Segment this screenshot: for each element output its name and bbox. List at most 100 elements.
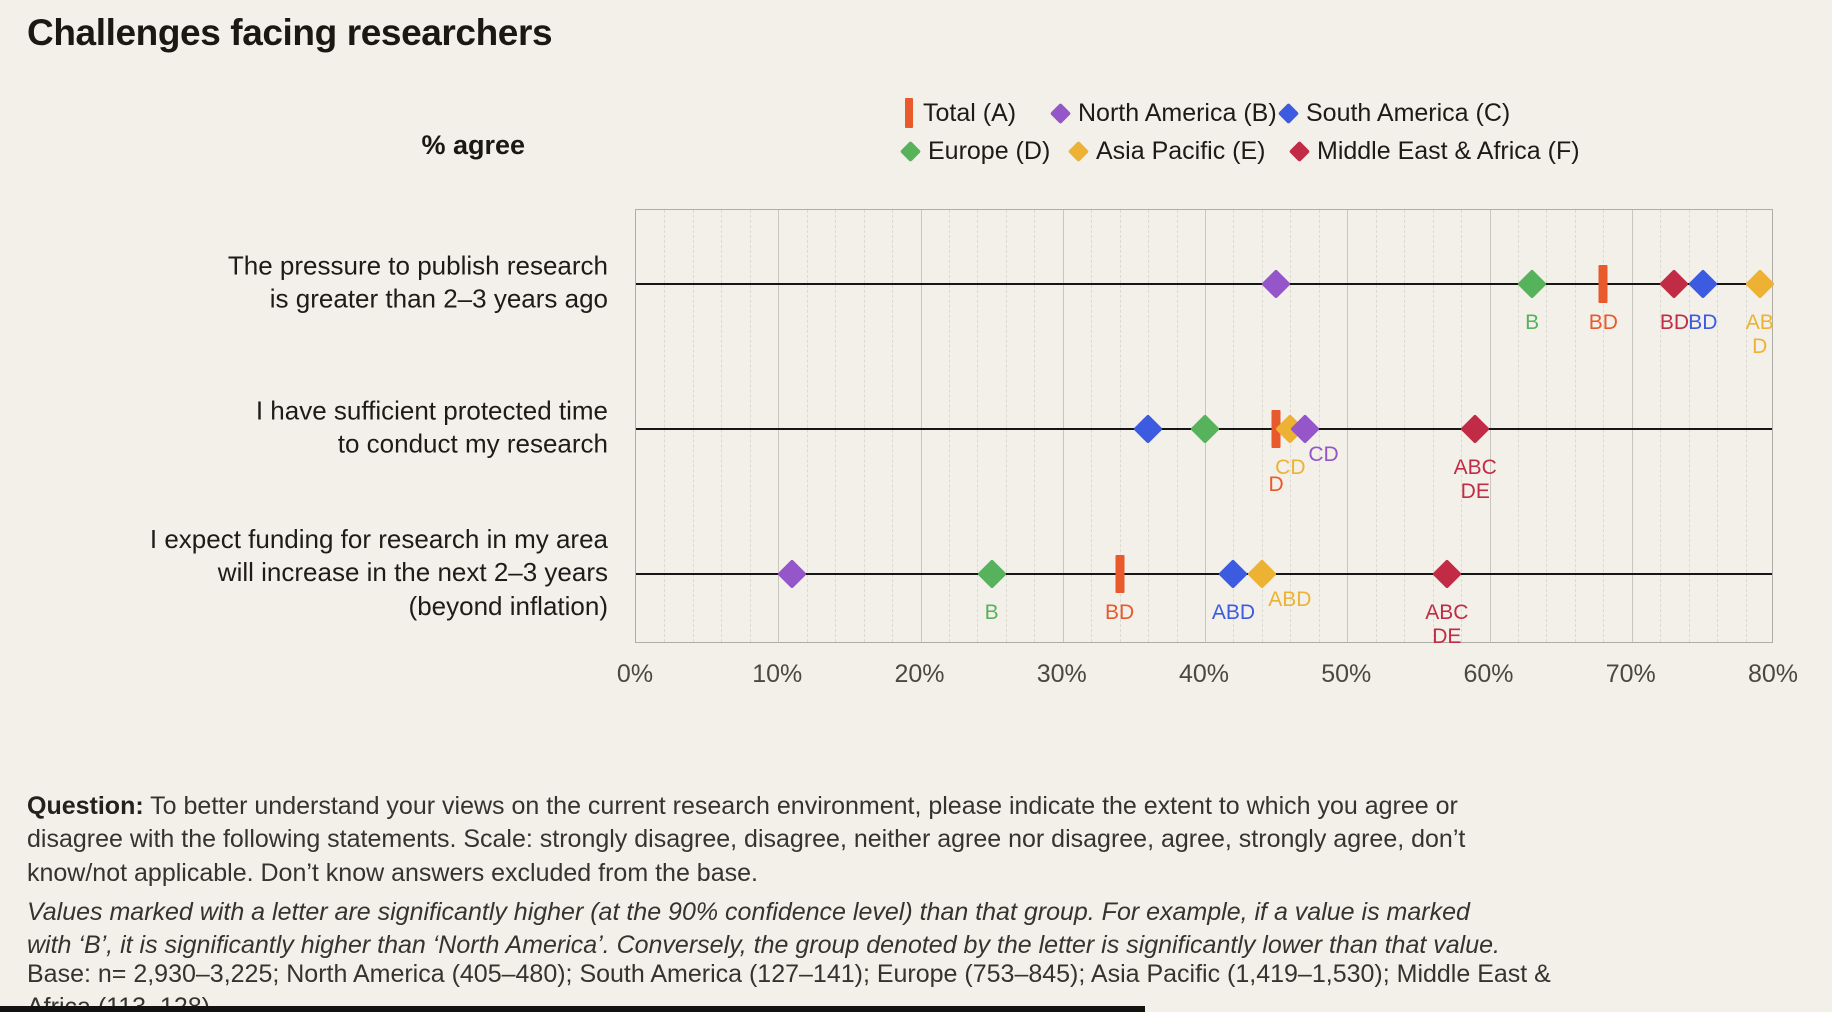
gridline-minor: [1176, 210, 1178, 642]
marker-D-row3: [976, 559, 1007, 589]
gridline-minor: [892, 210, 894, 642]
legend-label: Asia Pacific (E): [1096, 136, 1266, 165]
page-title: Challenges facing researchers: [27, 12, 553, 53]
marker-A-row3: [1115, 555, 1125, 593]
legend-diamond-icon: [1288, 140, 1311, 162]
sig-label-D-row1: B: [1525, 311, 1540, 334]
gridline-minor: [1005, 210, 1007, 642]
legend-diamond-icon: [1277, 102, 1300, 124]
sig-label-D-row3: B: [984, 601, 999, 624]
sig-label-F-row3: ABC DE: [1425, 601, 1469, 648]
x-tick: 40%: [1178, 660, 1230, 688]
gridline-minor: [835, 210, 837, 642]
gridline-minor: [1717, 210, 1719, 642]
marker-D-row2: [1190, 414, 1220, 444]
sig-label-A-row2: D: [1268, 473, 1284, 496]
legend-label: Total (A): [923, 98, 1017, 127]
question-label: Question:: [27, 792, 144, 820]
gridline-minor: [1745, 210, 1747, 642]
gridline-minor: [863, 210, 865, 642]
marker-E-row1: [1744, 269, 1775, 299]
gridline-minor: [1603, 210, 1605, 642]
gridline-minor: [1688, 210, 1690, 642]
legend-item-C: South America (C): [1277, 98, 1511, 127]
legend-item-D: Europe (D): [899, 136, 1051, 165]
gridline-minor: [1261, 210, 1263, 642]
legend-label: Europe (D): [928, 136, 1051, 165]
legend-label: South America (C): [1306, 98, 1511, 127]
base-note: Base: n= 2,930–3,225; North America (405…: [27, 960, 1551, 1012]
x-tick: 70%: [1605, 660, 1656, 688]
legend-item-A: Total (A): [905, 98, 1017, 128]
sig-label-C-row3: ABD: [1211, 601, 1256, 624]
x-tick: 10%: [752, 660, 803, 688]
marker-C-row2: [1133, 414, 1163, 444]
sig-label-B-row2: CD: [1308, 443, 1339, 466]
marker-D-row1: [1517, 269, 1548, 299]
legend-item-B: North America (B): [1049, 98, 1277, 127]
marker-F-row2: [1460, 414, 1491, 444]
marker-F-row1: [1659, 269, 1690, 299]
marker-F-row3: [1431, 559, 1462, 589]
gridline-minor: [664, 210, 666, 642]
gridline-major: [920, 210, 922, 642]
gridline-minor: [1546, 210, 1548, 642]
statement-label: I have sufficient protected time to cond…: [255, 395, 608, 459]
plot-area: B BD BD BD AB D D CD CD ABC DE B BD ABD ABD ABC DE: [635, 209, 1775, 648]
legend-item-F: Middle East & Africa (F): [1288, 136, 1580, 165]
gridline-minor: [1119, 210, 1121, 642]
percent-agree-label: % agree: [421, 130, 525, 160]
gridline-major: [778, 210, 780, 642]
x-tick: 0%: [616, 660, 654, 688]
gridline-minor: [977, 210, 979, 642]
legend-item-E: Asia Pacific (E): [1067, 136, 1266, 165]
x-tick: 60%: [1463, 660, 1514, 688]
gridline-minor: [806, 210, 808, 642]
gridline-minor: [1517, 210, 1519, 642]
x-tick: 80%: [1747, 660, 1799, 688]
gridline-minor: [1404, 210, 1406, 642]
sig-label-A-row1: BD: [1588, 311, 1618, 334]
gridline-minor: [1091, 210, 1093, 642]
gridline-minor: [1318, 210, 1320, 642]
sig-label-F-row1: BD: [1659, 311, 1690, 334]
gridline-minor: [1660, 210, 1662, 642]
gridline-minor: [948, 210, 950, 642]
sig-label-C-row1: BD: [1688, 311, 1718, 334]
gridline-major: [1631, 210, 1633, 642]
statement-line: [636, 283, 1772, 285]
marker-B-row3: [777, 559, 808, 589]
gridline-minor: [1432, 210, 1434, 642]
gridline-minor: [1574, 210, 1576, 642]
statement-line: [636, 573, 1772, 575]
legend-diamond-icon: [1049, 102, 1072, 124]
question-text: To better understand your views on the c…: [27, 792, 1466, 887]
marker-A-row1: [1598, 265, 1608, 303]
gridline-major: [1489, 210, 1491, 642]
sig-label-E-row1: AB D: [1745, 311, 1774, 358]
gridline-minor: [1034, 210, 1036, 642]
x-tick: 30%: [1036, 660, 1087, 688]
gridline-minor: [721, 210, 723, 642]
legend-diamond-icon: [899, 140, 922, 162]
statement-label: The pressure to publish research is grea…: [227, 250, 608, 314]
legend-diamond-icon: [1067, 140, 1090, 162]
gridline-minor: [749, 210, 751, 642]
gridline-minor: [1375, 210, 1377, 642]
sig-label-E-row3: ABD: [1268, 588, 1312, 611]
sig-label-F-row2: ABC DE: [1453, 456, 1497, 503]
sig-label-A-row3: BD: [1105, 601, 1135, 624]
significance-note: Values marked with a letter are signific…: [27, 898, 1500, 960]
bottom-divider-bar: [0, 1006, 1145, 1012]
marker-B-row1: [1261, 269, 1291, 299]
legend-label: Middle East & Africa (F): [1317, 136, 1580, 165]
gridline-minor: [692, 210, 694, 642]
gridline-major: [1062, 210, 1064, 642]
sig-label-E-row2: CD: [1275, 456, 1306, 479]
legend-label: North America (B): [1078, 98, 1277, 127]
gridline-major: [1347, 210, 1349, 642]
statement-label: I expect funding for research in my area…: [149, 524, 608, 621]
marker-C-row3: [1218, 559, 1249, 589]
question-note: Question: To better understand your view…: [27, 790, 1532, 890]
